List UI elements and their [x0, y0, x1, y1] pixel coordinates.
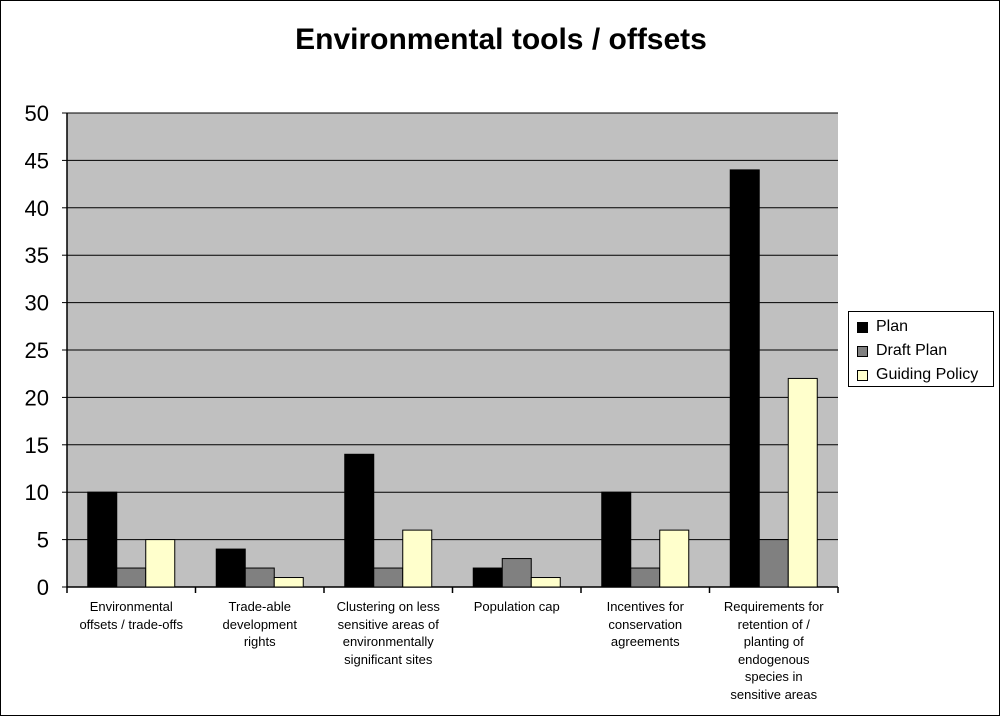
- bar-guiding-policy-4: [659, 529, 690, 588]
- bar-plan-1: [215, 548, 246, 588]
- bar-plan-2: [344, 453, 375, 588]
- bar-guiding-policy-2: [402, 529, 433, 588]
- y-tick-label: 0: [37, 575, 49, 600]
- bars: [87, 169, 818, 588]
- legend-item-plan: Plan: [849, 315, 993, 339]
- x-category-label-line: development: [222, 616, 297, 632]
- grid-lines: [67, 112, 838, 541]
- y-tick-labels: 0 5 10 15 20 25 30 35 40 45 50: [25, 101, 67, 600]
- bar-guiding-policy-3: [530, 577, 561, 588]
- x-category-label-line: endogenous: [737, 651, 810, 667]
- bar-plan-5: [729, 169, 760, 588]
- bar-draft-plan-1: [244, 567, 275, 588]
- bar-draft-plan-3: [501, 558, 532, 588]
- x-category-label-line: Clustering on less: [336, 599, 440, 614]
- bar-draft-plan-0: [116, 567, 147, 588]
- legend-item-guiding-policy: Guiding Policy: [849, 363, 993, 387]
- x-category-label: Environmental offsets / trade-offs: [69, 598, 194, 633]
- x-category-label-line: sensitive areas of: [337, 616, 439, 632]
- y-tick-label: 45: [25, 148, 49, 173]
- x-category-label: Requirements for retention of / planting o…: [712, 598, 837, 703]
- x-category-label-line: species in: [744, 669, 803, 684]
- y-tick-label: 25: [25, 338, 49, 363]
- y-tick-label: 30: [25, 291, 49, 316]
- bar-guiding-policy-0: [145, 539, 176, 588]
- legend-label: Draft Plan: [876, 342, 948, 359]
- bar-plan-0: [87, 491, 118, 588]
- x-category-label: Incentives for conservation agreements: [583, 598, 708, 651]
- x-category-label-line: retention of /: [737, 616, 810, 632]
- bar-draft-plan-5: [758, 539, 789, 588]
- legend-label: Guiding Policy: [876, 366, 979, 383]
- x-category-label-line: rights: [243, 634, 276, 649]
- x-category-label-line: Requirements for: [723, 599, 824, 614]
- bar-plan-4: [601, 491, 632, 588]
- x-category-label-line: agreements: [610, 634, 680, 649]
- chart-title: Environmental tools / offsets: [295, 23, 707, 56]
- y-tick-label: 40: [25, 196, 49, 221]
- y-tick-label: 50: [25, 101, 49, 126]
- x-category-label-line: conservation: [608, 616, 683, 632]
- y-tick-label: 15: [25, 433, 49, 458]
- legend-swatch: [857, 321, 868, 333]
- bar-plan-3: [472, 567, 503, 588]
- x-category-label-line: significant sites: [344, 651, 433, 667]
- x-category-label-line: Environmental: [89, 599, 173, 614]
- legend-item-draft-plan: Draft Plan: [849, 339, 993, 363]
- legend-swatch: [857, 369, 868, 381]
- y-tick-label: 20: [25, 385, 49, 410]
- legend-swatch: [857, 345, 868, 357]
- bar-draft-plan-4: [630, 567, 661, 588]
- x-category-label-line: planting of: [743, 634, 804, 649]
- y-tick-label: 10: [25, 480, 49, 505]
- y-tick-label: 5: [37, 528, 49, 553]
- x-category-label-line: environmentally: [342, 634, 434, 649]
- x-category-label-line: Incentives for: [606, 599, 684, 614]
- x-category-label-line: Trade-able: [228, 599, 291, 614]
- bar-guiding-policy-1: [273, 577, 304, 588]
- x-category-label-line: sensitive areas: [730, 686, 818, 702]
- y-tick-label: 35: [25, 243, 49, 268]
- x-category-label: Trade-able development rights: [198, 598, 323, 651]
- x-category-label-line: offsets / trade-offs: [79, 616, 184, 632]
- legend: Plan Draft Plan Guiding Policy: [848, 311, 994, 387]
- bar-guiding-policy-5: [787, 377, 818, 588]
- bar-draft-plan-2: [373, 567, 404, 588]
- x-category-label-line: Population cap: [473, 599, 560, 614]
- x-category-label: Population cap: [455, 598, 580, 616]
- legend-label: Plan: [876, 318, 909, 335]
- x-category-label: Clustering on less sensitive areas of envi…: [326, 598, 451, 668]
